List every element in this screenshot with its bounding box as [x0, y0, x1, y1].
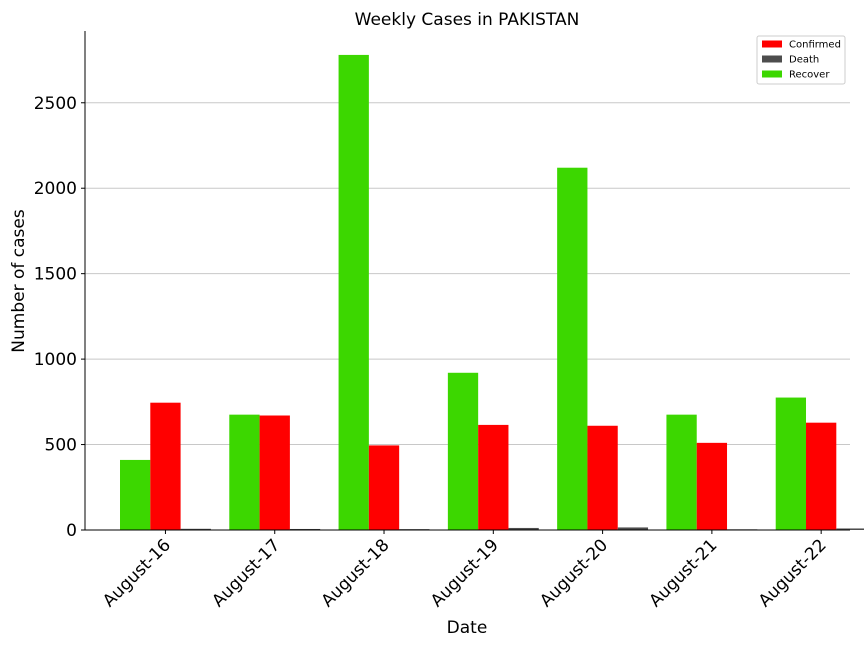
x-tick-label: August-18: [318, 535, 394, 611]
y-tick-label: 2000: [34, 179, 77, 199]
bar-recover-august-21: [666, 414, 697, 530]
bar-confirmed-august-20: [587, 425, 618, 530]
y-tick-label: 2500: [34, 94, 77, 114]
y-axis-label: Number of cases: [9, 209, 29, 353]
bar-recover-august-16: [120, 459, 151, 530]
bar-recover-august-19: [447, 372, 479, 530]
bar-recover-august-20: [557, 167, 588, 530]
legend-label-death: Death: [789, 55, 819, 66]
x-ticks: August-16 August-17 August-18 August-19 Augu…: [99, 530, 831, 611]
bars: [120, 54, 864, 531]
chart-title: Weekly Cases in PAKISTAN: [355, 10, 580, 30]
legend: Confirmed Death Recover: [756, 35, 846, 85]
bar-death-august-19: [508, 527, 539, 530]
bar-recover-august-18: [338, 54, 369, 531]
x-tick-label: August-22: [755, 535, 831, 611]
legend-label-confirmed: Confirmed: [789, 40, 841, 51]
x-tick-label: August-21: [646, 535, 722, 611]
legend-swatch-death: [762, 55, 782, 63]
y-ticks: 0 500 1000 1500 2000 2500: [34, 94, 85, 541]
x-tick-label: August-16: [99, 535, 175, 611]
bar-confirmed-august-22: [806, 422, 837, 530]
legend-label-recover: Recover: [789, 70, 830, 81]
legend-swatch-recover: [762, 70, 782, 78]
x-tick-label: August-17: [208, 535, 284, 611]
bar-confirmed-august-21: [696, 442, 728, 530]
y-tick-label: 0: [66, 521, 77, 541]
y-tick-label: 1000: [34, 350, 77, 370]
x-tick-label: August-19: [427, 535, 503, 611]
x-axis-label: Date: [447, 618, 488, 638]
bar-death-august-16: [180, 528, 211, 530]
bar-death-august-22: [836, 528, 864, 530]
x-tick-label: August-20: [536, 535, 612, 611]
y-tick-label: 500: [45, 436, 77, 456]
bar-confirmed-august-18: [368, 445, 400, 530]
bar-confirmed-august-16: [150, 402, 181, 530]
bar-recover-august-17: [229, 414, 260, 530]
bar-death-august-17: [289, 528, 321, 530]
bar-recover-august-22: [775, 397, 807, 530]
bar-confirmed-august-17: [259, 415, 290, 530]
legend-swatch-confirmed: [762, 40, 782, 48]
bar-confirmed-august-19: [478, 424, 509, 530]
y-tick-label: 1500: [34, 265, 77, 285]
axes: [84, 31, 850, 531]
bar-death-august-20: [617, 527, 649, 530]
